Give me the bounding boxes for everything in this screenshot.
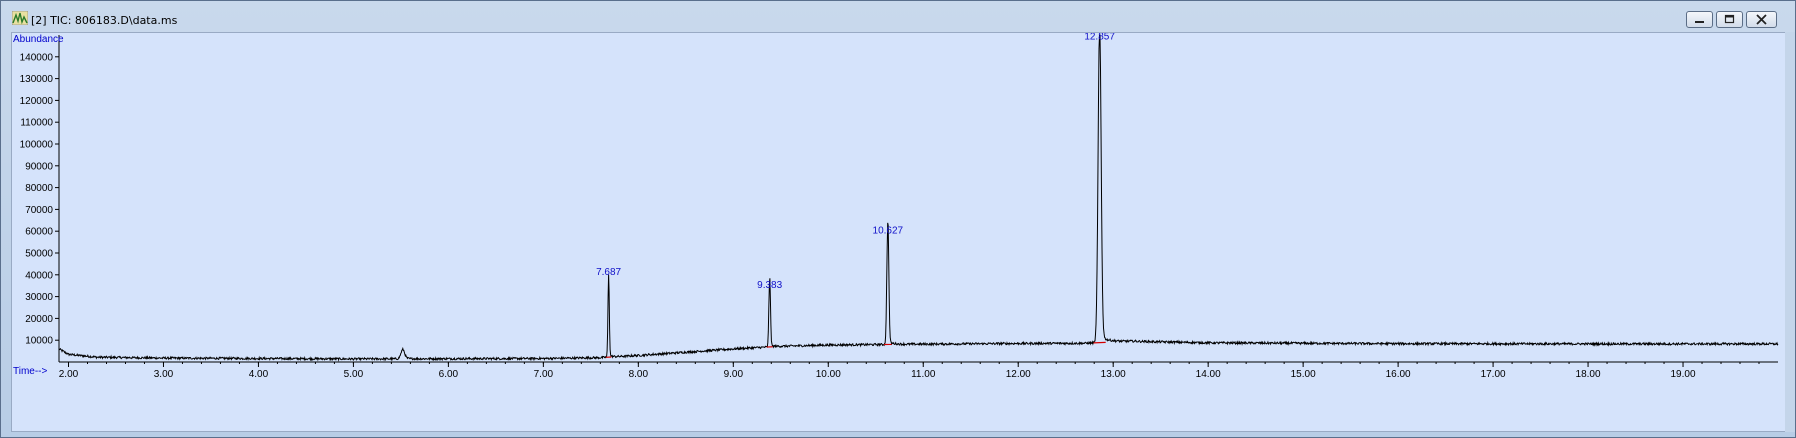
restore-icon <box>1724 14 1735 24</box>
peak-label: 12.857 <box>1084 33 1115 43</box>
y-tick-label: 10000 <box>25 336 53 347</box>
y-tick-label: 20000 <box>25 314 53 325</box>
peak-label: 7.687 <box>596 267 621 278</box>
window-title: [2] TIC: 806183.D\data.ms <box>31 14 178 27</box>
x-tick-label: 7.00 <box>534 369 554 380</box>
x-tick-label: 15.00 <box>1291 369 1316 380</box>
y-tick-label: 100000 <box>20 140 54 151</box>
y-tick-label: 110000 <box>20 118 53 129</box>
y-tick-label: 130000 <box>20 74 54 85</box>
close-icon <box>1756 14 1767 25</box>
x-tick-label: 4.00 <box>249 369 269 380</box>
title-bar[interactable]: [2] TIC: 806183.D\data.ms <box>1 1 1795 31</box>
chromatogram-plot-area[interactable]: 10000 20000 30000 40000 50000 60000 70000 80000… <box>11 32 1787 432</box>
y-tick-label: 140000 <box>20 52 54 63</box>
x-tick-label: 9.00 <box>724 369 744 380</box>
x-tick-label: 17.00 <box>1481 369 1506 380</box>
x-tick-label: 11.00 <box>911 369 936 380</box>
peak-label: 9.383 <box>757 280 782 291</box>
x-tick-label: 6.00 <box>439 369 459 380</box>
y-tick-label: 40000 <box>25 270 53 281</box>
x-tick-label: 18.00 <box>1576 369 1601 380</box>
x-tick-label: 2.00 <box>59 369 79 380</box>
y-tick-label: 80000 <box>25 183 53 194</box>
minimize-icon <box>1695 21 1704 23</box>
restore-button[interactable] <box>1716 11 1743 28</box>
x-tick-label: 5.00 <box>344 369 364 380</box>
peak-label: 10.627 <box>873 226 904 237</box>
tic-chart[interactable]: 10000 20000 30000 40000 50000 60000 70000 80000… <box>12 32 1786 431</box>
y-tick-label: 60000 <box>25 227 53 238</box>
y-axis-label: Abundance <box>13 34 64 45</box>
x-axis-label: Time--> <box>13 366 48 377</box>
x-tick-label: 3.00 <box>154 369 174 380</box>
tic-trace <box>58 34 1779 362</box>
x-tick-label: 14.00 <box>1196 369 1221 380</box>
x-tick-label: 12.00 <box>1006 369 1031 380</box>
x-tick-label: 13.00 <box>1101 369 1126 380</box>
y-tick-label: 30000 <box>25 292 53 303</box>
close-button[interactable] <box>1746 11 1777 28</box>
y-tick-label: 70000 <box>25 205 53 216</box>
y-tick-label: 120000 <box>20 96 54 107</box>
x-tick-label: 10.00 <box>816 369 841 380</box>
y-tick-label: 50000 <box>25 249 53 260</box>
y-tick-label: 90000 <box>25 161 53 172</box>
chromatogram-app-icon <box>12 11 28 25</box>
x-tick-label: 8.00 <box>629 369 649 380</box>
x-tick-label: 16.00 <box>1386 369 1411 380</box>
window-right-edge <box>1785 32 1795 432</box>
minimize-button[interactable] <box>1686 11 1713 28</box>
x-tick-label: 19.00 <box>1671 369 1696 380</box>
integration-baseline <box>1093 341 1106 344</box>
